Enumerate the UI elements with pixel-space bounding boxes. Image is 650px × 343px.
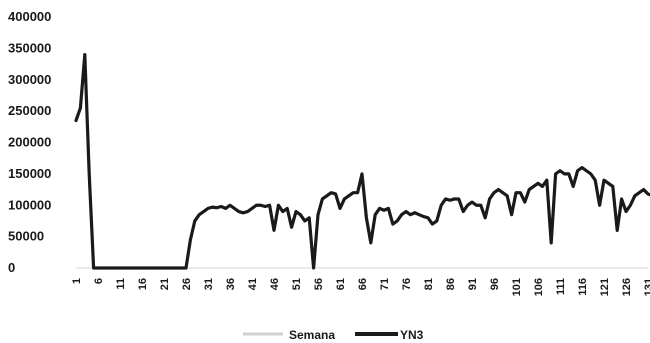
x-tick-label: 46	[269, 278, 281, 290]
x-tick-label: 106	[533, 278, 545, 296]
y-tick-label: 400000	[8, 9, 51, 24]
y-tick-label: 300000	[8, 72, 51, 87]
x-tick-label: 21	[159, 278, 171, 290]
x-tick-label: 1	[71, 278, 83, 284]
x-tick-label: 6	[93, 278, 105, 284]
y-tick-label: 200000	[8, 135, 51, 150]
x-tick-label: 76	[401, 278, 413, 290]
x-tick-label: 51	[291, 278, 303, 290]
y-tick-label: 100000	[8, 197, 51, 212]
legend-label-semana: Semana	[289, 328, 335, 342]
series-layer	[74, 53, 650, 270]
x-tick-label: 11	[115, 278, 127, 290]
x-tick-label: 101	[511, 278, 523, 296]
x-tick-label: 116	[577, 278, 589, 296]
y-tick-label: 250000	[8, 103, 51, 118]
x-tick-label: 31	[203, 278, 215, 290]
legend-label-yn3: YN3	[400, 328, 424, 342]
series-line-yn3	[74, 53, 650, 270]
x-tick-label: 61	[335, 278, 347, 290]
x-tick-label: 121	[599, 278, 611, 296]
x-axis-ticks: 1 6 11 16 21 26 31 36 41 46 51 56 61 66 71 76 81 86 91 96 10…	[71, 278, 650, 296]
x-tick-label: 96	[489, 278, 501, 290]
x-tick-label: 71	[379, 278, 391, 290]
y-axis-ticks: 0 50000 100000 150000 200000 250000 300000 3500…	[8, 9, 51, 275]
x-tick-label: 66	[357, 278, 369, 290]
x-tick-label: 81	[423, 278, 435, 290]
x-tick-label: 126	[621, 278, 633, 296]
x-tick-label: 26	[181, 278, 193, 290]
y-tick-label: 0	[8, 260, 15, 275]
y-tick-label: 150000	[8, 166, 51, 181]
y-tick-label: 350000	[8, 40, 51, 55]
x-tick-label: 86	[445, 278, 457, 290]
x-tick-label: 111	[555, 278, 567, 295]
x-tick-label: 131	[643, 278, 650, 296]
x-tick-label: 36	[225, 278, 237, 290]
x-tick-label: 56	[313, 278, 325, 290]
y-tick-label: 50000	[8, 229, 44, 244]
x-tick-label: 41	[247, 278, 259, 290]
x-tick-label: 91	[467, 278, 479, 290]
legend: Semana YN3	[243, 328, 424, 342]
x-tick-label: 16	[137, 278, 149, 290]
